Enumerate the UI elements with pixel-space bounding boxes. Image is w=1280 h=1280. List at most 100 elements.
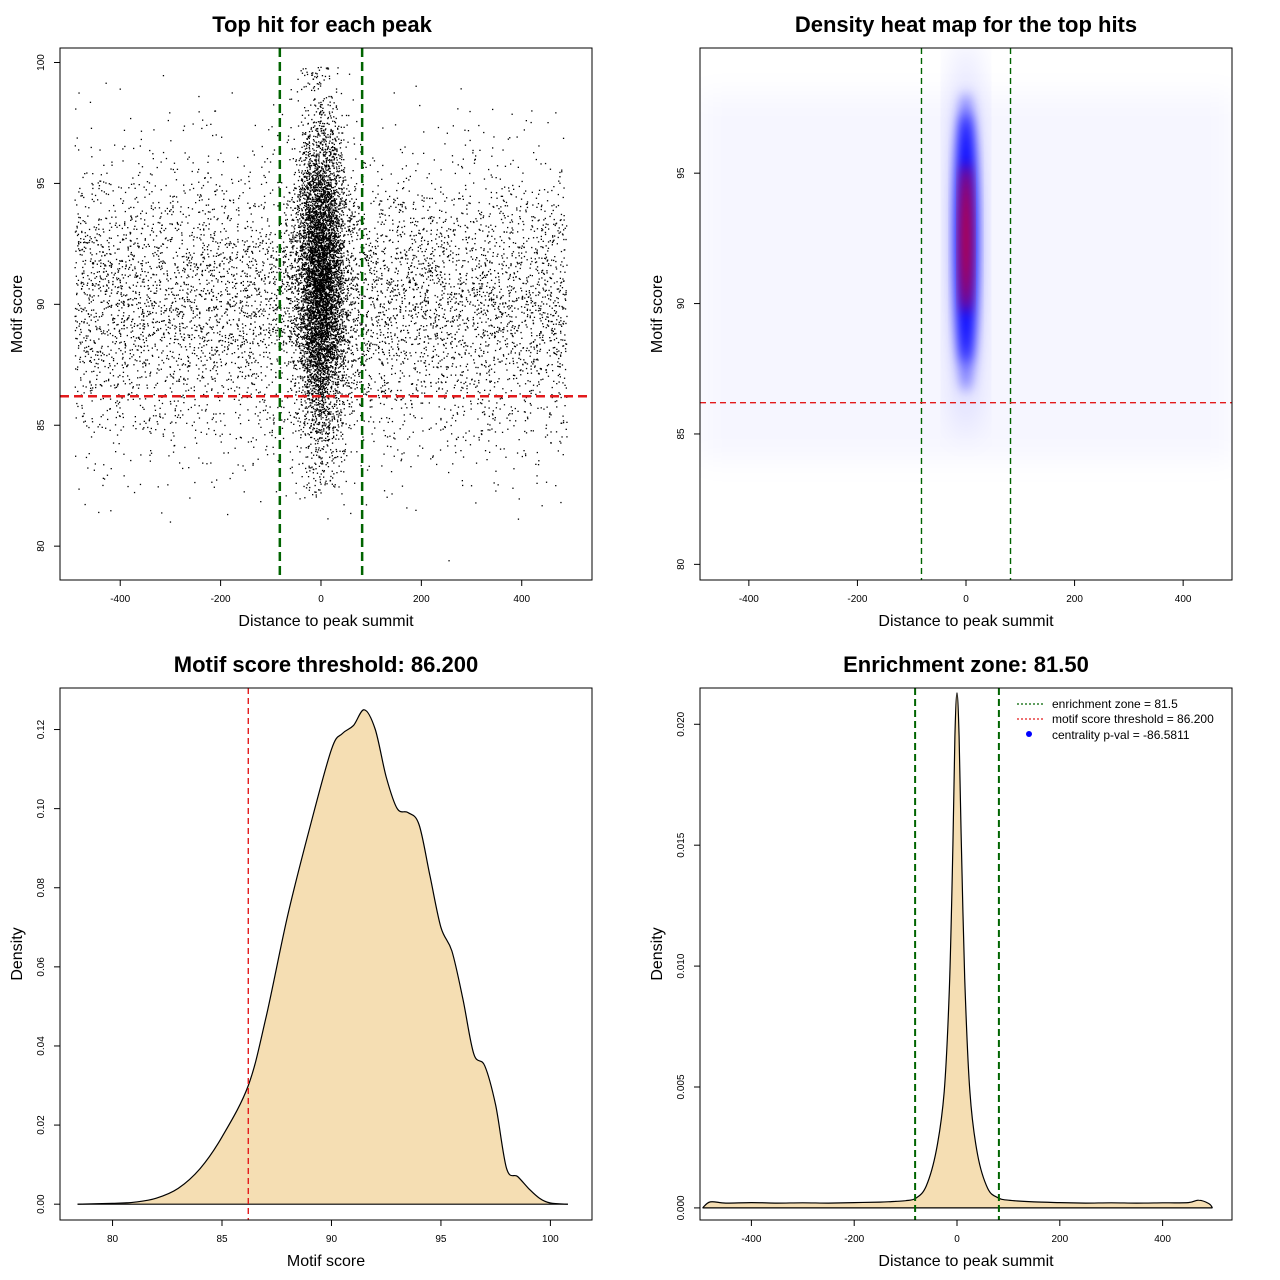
- scatter-point: [356, 283, 358, 285]
- scatter-point: [131, 304, 133, 306]
- scatter-point: [375, 279, 377, 282]
- scatter-point: [152, 311, 154, 314]
- scatter-point: [180, 206, 182, 208]
- scatter-point: [137, 307, 139, 310]
- scatter-point: [366, 315, 368, 317]
- scatter-point: [403, 233, 406, 235]
- scatter-point: [251, 305, 253, 307]
- scatter-point: [255, 335, 257, 337]
- scatter-point: [229, 433, 231, 435]
- scatter-point: [193, 337, 196, 339]
- scatter-point: [333, 211, 335, 213]
- scatter-point: [246, 275, 248, 278]
- scatter-point: [487, 242, 490, 244]
- scatter-point: [542, 312, 544, 314]
- scatter-point: [100, 278, 102, 280]
- scatter-point: [182, 269, 184, 272]
- scatter-point: [299, 282, 302, 284]
- scatter-point: [549, 305, 551, 307]
- scatter-point: [341, 379, 344, 381]
- scatter-point: [139, 360, 141, 362]
- scatter-point: [259, 411, 261, 414]
- scatter-point: [252, 329, 255, 332]
- scatter-point: [92, 263, 95, 265]
- scatter-point: [538, 284, 540, 286]
- scatter-point: [511, 227, 513, 229]
- scatter-point: [408, 302, 411, 304]
- scatter-point: [506, 286, 509, 288]
- scatter-point: [130, 215, 132, 217]
- scatter-point: [493, 371, 496, 373]
- scatter-point: [398, 293, 401, 296]
- scatter-point: [143, 326, 146, 328]
- scatter-point: [166, 298, 168, 300]
- scatter-point: [493, 336, 496, 339]
- scatter-point: [472, 152, 474, 154]
- scatter-point: [83, 373, 85, 375]
- scatter-point: [487, 226, 490, 228]
- scatter-point: [409, 234, 412, 237]
- scatter-point: [425, 268, 427, 270]
- scatter-point: [241, 270, 243, 273]
- scatter-point: [264, 399, 266, 401]
- scatter-point: [538, 257, 540, 259]
- scatter-point: [227, 341, 230, 343]
- scatter-point: [101, 301, 103, 303]
- scatter-point: [145, 363, 147, 365]
- scatter-point: [428, 270, 430, 272]
- scatter-point: [172, 451, 175, 453]
- scatter-point: [294, 300, 296, 302]
- scatter-point: [207, 204, 210, 206]
- scatter-point: [190, 338, 193, 341]
- scatter-point: [513, 287, 515, 289]
- scatter-point: [139, 483, 142, 486]
- scatter-point: [553, 282, 556, 284]
- scatter-point: [329, 376, 332, 378]
- scatter-point: [526, 281, 529, 283]
- scatter-point: [351, 352, 354, 354]
- scatter-point: [549, 240, 551, 242]
- scatter-point: [447, 366, 449, 368]
- scatter-point: [100, 354, 102, 357]
- scatter-point: [559, 176, 561, 178]
- scatter-point: [353, 143, 356, 145]
- scatter-point: [345, 480, 347, 483]
- scatter-point: [332, 316, 334, 319]
- scatter-point: [348, 382, 350, 384]
- scatter-point: [144, 239, 146, 241]
- scatter-point: [165, 329, 168, 331]
- scatter-point: [207, 289, 209, 292]
- scatter-point: [345, 382, 347, 384]
- scatter-point: [151, 227, 153, 229]
- scatter-point: [238, 210, 240, 212]
- scatter-point: [83, 272, 85, 274]
- scatter-point: [91, 283, 94, 285]
- scatter-point: [488, 299, 490, 301]
- scatter-point: [492, 230, 495, 232]
- scatter-point: [237, 348, 239, 350]
- scatter-point: [481, 283, 484, 285]
- scatter-point: [209, 264, 212, 266]
- scatter-point: [429, 316, 431, 318]
- scatter-point: [272, 309, 275, 312]
- scatter-point: [155, 384, 157, 386]
- scatter-point: [357, 223, 359, 225]
- scatter-point: [370, 416, 372, 418]
- scatter-point: [293, 367, 295, 369]
- scatter-point: [75, 230, 77, 232]
- scatter-point: [380, 223, 382, 225]
- scatter-point: [524, 420, 527, 422]
- scatter-point: [368, 257, 371, 259]
- scatter-point: [152, 273, 154, 276]
- scatter-point: [509, 320, 511, 322]
- scatter-point: [560, 355, 562, 357]
- scatter-point: [156, 320, 158, 323]
- scatter-point: [449, 254, 452, 256]
- scatter-point: [484, 406, 486, 408]
- scatter-point: [280, 406, 283, 408]
- scatter-point: [179, 462, 181, 464]
- scatter-point: [558, 291, 561, 293]
- scatter-point: [362, 222, 365, 224]
- scatter-point: [488, 400, 490, 402]
- scatter-point: [558, 321, 560, 323]
